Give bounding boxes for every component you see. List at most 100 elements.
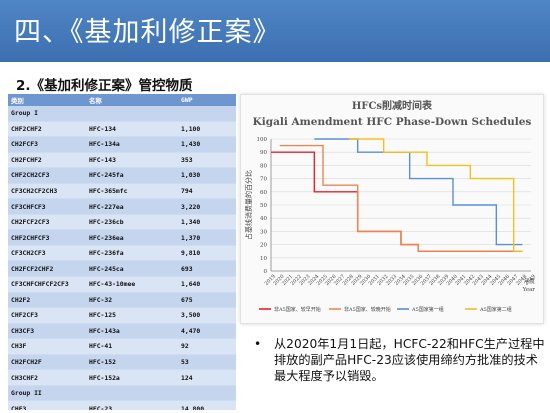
cell-gwp	[178, 385, 236, 402]
cell-category: CH2FCF2CF3	[8, 214, 86, 231]
cell-category: CH3F	[8, 338, 86, 355]
cell-category: CH3CHF2	[8, 369, 86, 386]
cell-name: HFC-143a	[86, 323, 178, 340]
cell-name: HFC-227ea	[86, 198, 178, 215]
cell-category: CHF2CF3	[8, 307, 86, 324]
table-header-row: 类别 名称 GWP	[8, 94, 236, 106]
y-tick-label: 0	[264, 269, 268, 275]
cell-gwp: 1,370	[178, 229, 236, 246]
bullet-dot: •	[254, 337, 262, 351]
series-line-1	[271, 151, 523, 252]
bullet-text: 从2020年1月1日起，HCFC-22和HFC生产过程中排放的副产品HFC-23…	[274, 337, 545, 383]
series-line-3	[314, 138, 523, 246]
cell-gwp: 3,500	[178, 307, 236, 324]
table-row: CF3CHFCHFCF2CF3 HFC-43-10mee 1,640	[8, 276, 236, 293]
table-row: Group II	[8, 385, 236, 402]
cell-category: CH3CF3	[8, 323, 86, 340]
cell-gwp: 92	[178, 338, 236, 355]
cell-category: CHF2CHF2	[8, 121, 86, 138]
cell-name: HFC-134	[86, 121, 178, 138]
cell-category: CH2FCF2CHF2	[8, 260, 86, 278]
title-banner: 四、《基加利修正案》	[0, 0, 550, 62]
series-line-2	[279, 144, 523, 252]
y-tick-label: 20	[260, 243, 267, 249]
cell-name: HFC-134a	[86, 136, 178, 153]
y-tick-label: 70	[260, 177, 267, 183]
bullet-note: • 从2020年1月1日起，HCFC-22和HFC生产过程中排放的副产品HFC-…	[254, 336, 546, 384]
cell-category: CHF2CH2CF3	[8, 167, 86, 184]
table-row: CHF2CF3 HFC-125 3,500	[8, 307, 236, 324]
cell-name: HFC-125	[86, 307, 178, 324]
column-header-name: 名称	[86, 94, 178, 106]
cell-category: Group II	[8, 385, 86, 402]
legend-label: 非A5国家、较早开始	[274, 306, 321, 313]
y-tick-label: 50	[260, 203, 267, 209]
y-tick-label: 90	[260, 150, 267, 156]
y-tick-label: 80	[260, 163, 267, 169]
cell-category: CHF3	[8, 400, 86, 410]
table-row: CH3CHF2 HFC-152a 124	[8, 369, 236, 386]
series-line-4	[349, 138, 523, 252]
chart-title: HFCs削减时间表	[352, 99, 433, 112]
y-tick-label: 100	[257, 137, 268, 143]
cell-name: HFC-43-10mee	[86, 276, 178, 293]
cell-category: CH2FCF3	[8, 136, 86, 153]
column-header-category: 类别	[8, 94, 86, 106]
column-header-gwp: GWP	[178, 94, 236, 106]
cell-name: HFC-143	[86, 152, 178, 169]
cell-category: CH2FCHF2	[8, 152, 86, 169]
table-row: CHF2CHF2 HFC-134 1,100	[8, 121, 236, 138]
cell-name: HFC-23	[86, 400, 178, 410]
cell-name: HFC-236ea	[86, 229, 178, 246]
cell-gwp: 3,220	[178, 198, 236, 215]
cell-gwp: 14,800	[178, 400, 236, 410]
section-subtitle: 2.《基加利修正案》管控物质	[16, 78, 193, 94]
cell-gwp: 4,470	[178, 323, 236, 340]
legend-label: A5国家第二组	[479, 306, 512, 313]
table-row: CH2FCF2CF3 HFC-236cb 1,340	[8, 214, 236, 231]
table-row: CH2FCF2CHF2 HFC-245ca 693	[8, 260, 236, 278]
cell-name	[86, 385, 178, 402]
table-row: Group I	[8, 106, 236, 122]
table-row: CF3CH2CF2CH3 HFC-365mfc 794	[8, 183, 236, 200]
cell-gwp: 353	[178, 152, 236, 169]
table-row: CHF3 HFC-23 14,800	[8, 400, 236, 410]
cell-gwp: 9,810	[178, 245, 236, 262]
y-tick-label: 30	[260, 229, 267, 235]
table-row: CH2FCH2F HFC-152 53	[8, 354, 236, 371]
cell-name: HFC-236fa	[86, 245, 178, 262]
cell-gwp: 675	[178, 292, 236, 309]
cell-gwp	[178, 106, 236, 122]
cell-gwp: 1,340	[178, 214, 236, 231]
table-row: CHF2CH2CF3 HFC-245fa 1,030	[8, 167, 236, 184]
controlled-substances-table: 类别 名称 GWP Group I CHF2CHF2 HFC-134 1,100 CH2…	[8, 94, 236, 410]
phase-down-chart: HFCs削减时间表 Kigali Amendment HFC Phase-Down…	[240, 94, 544, 324]
cell-name: HFC-236cb	[86, 214, 178, 231]
table-row: CH2FCHF2 HFC-143 353	[8, 152, 236, 169]
cell-category: CH2FCH2F	[8, 354, 86, 371]
cell-name: HFC-41	[86, 338, 178, 355]
table-row: CH3CF3 HFC-143a 4,470	[8, 323, 236, 340]
y-tick-label: 10	[260, 256, 267, 262]
table-row: CF3CH2CF3 HFC-236fa 9,810	[8, 245, 236, 262]
cell-category: CF3CHFCF3	[8, 198, 86, 215]
legend-label: A5国家第一组	[411, 306, 444, 313]
cell-gwp: 1,430	[178, 136, 236, 153]
cell-category: CF3CH2CF3	[8, 245, 86, 262]
cell-name: HFC-152a	[86, 369, 178, 386]
cell-gwp: 1,030	[178, 167, 236, 184]
cell-gwp: 693	[178, 260, 236, 278]
cell-category: Group I	[8, 106, 86, 122]
table-row: CH2F2 HFC-32 675	[8, 292, 236, 309]
cell-gwp: 794	[178, 183, 236, 200]
cell-name: HFC-32	[86, 292, 178, 309]
cell-name	[86, 106, 178, 122]
cell-name: HFC-245ca	[86, 260, 178, 278]
cell-name: HFC-245fa	[86, 167, 178, 184]
cell-name: HFC-365mfc	[86, 183, 178, 200]
cell-gwp: 53	[178, 354, 236, 371]
table-row: CH2FCF3 HFC-134a 1,430	[8, 136, 236, 153]
cell-name: HFC-152	[86, 354, 178, 371]
y-tick-label: 60	[260, 190, 267, 196]
phase-down-chart-svg: HFCs削减时间表 Kigali Amendment HFC Phase-Down…	[244, 99, 537, 313]
